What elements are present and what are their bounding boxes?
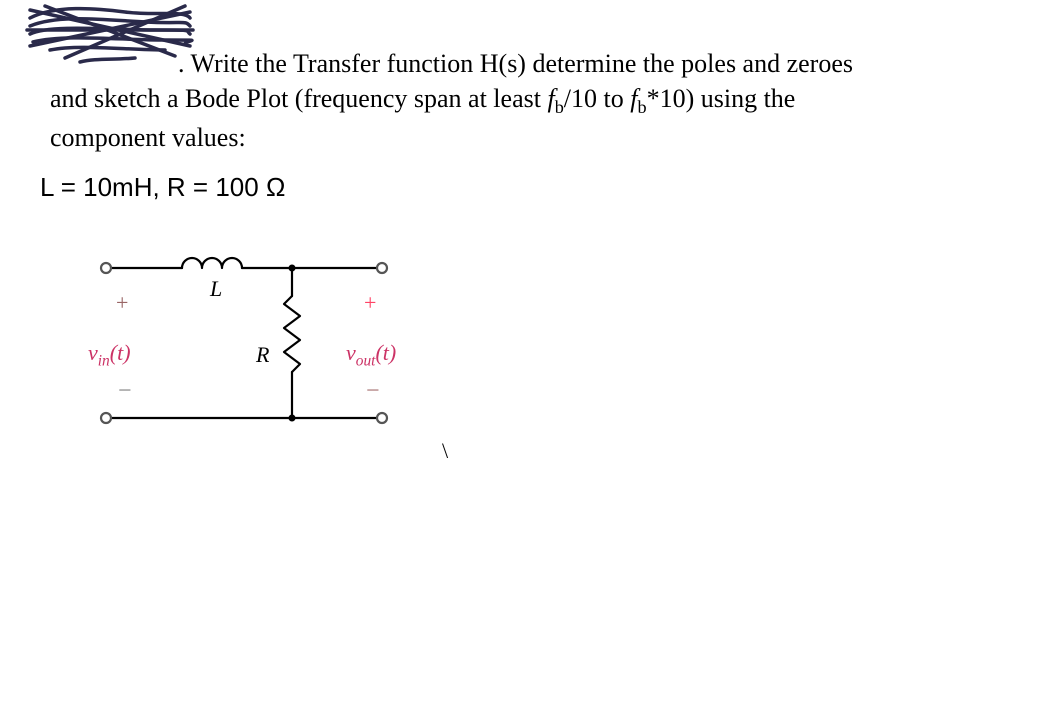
problem-mid2: *10) using the <box>647 84 796 113</box>
problem-line3: component values: <box>50 120 940 155</box>
circuit-diagram: L R + + − − vin(t) vout(t) <box>82 248 422 438</box>
label-minus-left: − <box>118 378 132 405</box>
vin-v: v <box>88 340 98 365</box>
label-plus-left: + <box>116 290 128 316</box>
label-L: L <box>210 276 222 302</box>
problem-line2-prefix: and sketch a Bode Plot (frequency span a… <box>50 84 547 113</box>
vout-sub: out <box>356 352 376 369</box>
vout-arg: (t) <box>375 340 396 365</box>
vin-arg: (t) <box>110 340 131 365</box>
label-vout: vout(t) <box>346 340 396 370</box>
vout-v: v <box>346 340 356 365</box>
label-R: R <box>256 342 269 368</box>
label-vin: vin(t) <box>88 340 131 370</box>
problem-sub1: b <box>555 97 564 117</box>
problem-f1: f <box>547 84 554 113</box>
problem-statement: . Write the Transfer function H(s) deter… <box>50 46 940 155</box>
vin-sub: in <box>98 352 110 369</box>
component-values: L = 10mH, R = 100 Ω <box>40 172 285 203</box>
stray-backslash: \ <box>442 438 448 464</box>
problem-sub2: b <box>637 97 646 117</box>
problem-mid1: /10 to <box>564 84 630 113</box>
problem-line1: . Write the Transfer function H(s) deter… <box>178 49 853 78</box>
label-plus-right: + <box>364 290 376 316</box>
label-minus-right: − <box>366 378 380 405</box>
